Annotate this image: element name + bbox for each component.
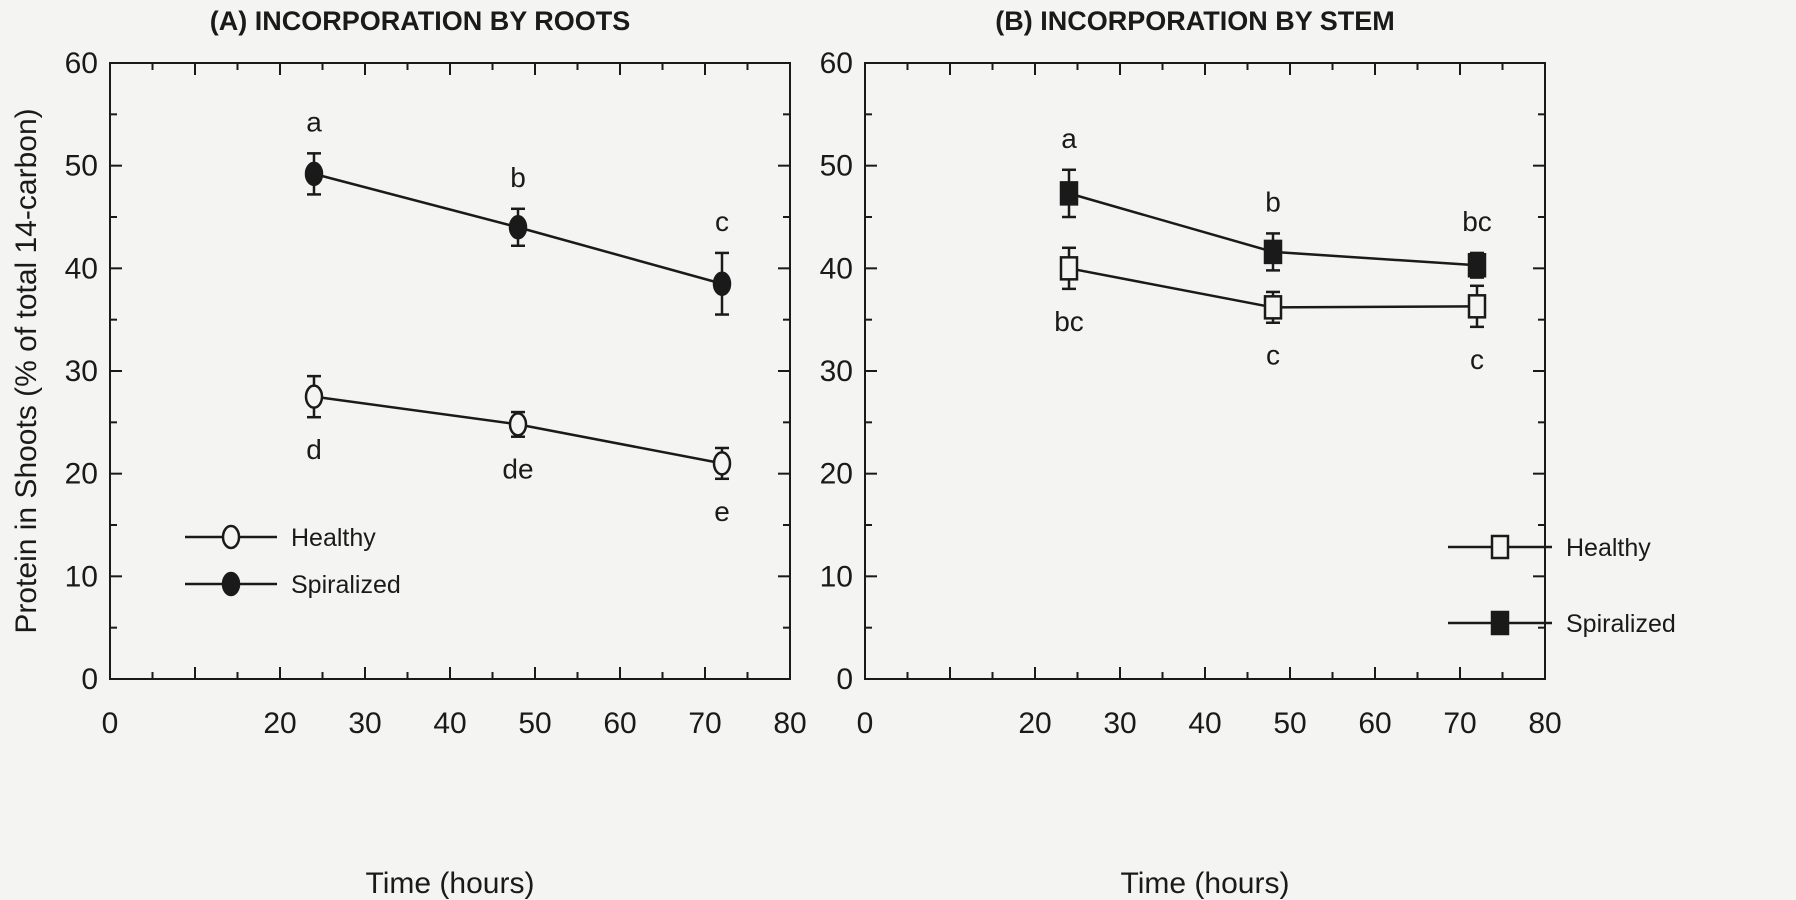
y-tick-label: 10 — [65, 560, 98, 593]
y-tick-label: 30 — [65, 355, 98, 388]
legend-entry-healthy: Healthy — [185, 524, 376, 552]
x-tick-label: 30 — [1103, 707, 1136, 740]
y-tick-label: 30 — [820, 355, 853, 388]
data-point — [508, 215, 528, 240]
legend-label: Spiralized — [1566, 610, 1676, 638]
y-axis-label: Protein in Shoots (% of total 14-carbon) — [10, 108, 43, 633]
x-tick-label: 60 — [1358, 707, 1391, 740]
x-tick-label: 80 — [773, 707, 806, 740]
significance-letter: b — [510, 162, 526, 193]
data-point — [1059, 181, 1079, 206]
significance-letter: bc — [1462, 206, 1492, 237]
y-tick-label: 60 — [820, 47, 853, 80]
data-point — [712, 451, 732, 476]
y-tick-label: 40 — [65, 252, 98, 285]
data-point — [1263, 239, 1283, 265]
significance-letter: bc — [1054, 306, 1084, 337]
panel-stem: (B) INCORPORATION BY STEM 0 10 20 30 40 50 60 0 2… — [820, 6, 1676, 900]
y-tick-label: 50 — [65, 150, 98, 183]
series-healthy: d de e — [304, 374, 732, 527]
significance-letter: c — [715, 206, 729, 237]
data-point — [712, 271, 732, 296]
significance-letter: c — [1266, 340, 1280, 371]
plot-frame — [864, 62, 1546, 680]
x-tick-label: 40 — [433, 707, 466, 740]
x-tick-label: 70 — [1443, 707, 1476, 740]
legend-entry-spiralized: Spiralized — [1448, 610, 1676, 638]
significance-letter: d — [306, 434, 322, 465]
significance-letter: b — [1265, 186, 1281, 217]
y-tick-label: 20 — [820, 458, 853, 491]
data-point — [1263, 295, 1283, 320]
legend-marker — [1490, 610, 1510, 636]
x-tick-label: 0 — [102, 707, 119, 740]
y-tick-label: 10 — [820, 560, 853, 593]
x-tick-label: 0 — [857, 707, 874, 740]
x-axis-label: Time (hours) — [1121, 867, 1290, 900]
legend-label: Healthy — [1566, 534, 1651, 562]
legend-label: Healthy — [291, 524, 376, 552]
y-tick-label: 40 — [820, 252, 853, 285]
y-tick-label: 60 — [65, 47, 98, 80]
x-axis-label: Time (hours) — [366, 867, 535, 900]
significance-letter: a — [1061, 123, 1077, 154]
significance-letter: de — [502, 454, 533, 485]
x-tick-label: 50 — [1273, 707, 1306, 740]
legend-marker — [1490, 534, 1510, 560]
plot-frame — [109, 62, 791, 680]
legend-label: Spiralized — [291, 571, 401, 599]
series-spiralized: a b bc — [1059, 123, 1492, 279]
legend-entry-spiralized: Spiralized — [185, 571, 401, 599]
data-point — [508, 412, 528, 437]
x-tick-label: 70 — [688, 707, 721, 740]
data-point — [1467, 294, 1487, 319]
x-tick-label: 20 — [1018, 707, 1051, 740]
y-tick-label: 0 — [81, 663, 98, 696]
series-spiralized: a b c — [304, 106, 732, 316]
legend-entry-healthy: Healthy — [1448, 534, 1651, 562]
x-tick-label: 80 — [1528, 707, 1561, 740]
y-tick-label: 20 — [65, 458, 98, 491]
series-healthy: bc c c — [1054, 246, 1487, 375]
data-point — [1059, 256, 1079, 281]
x-tick-label: 30 — [348, 707, 381, 740]
x-tick-label: 20 — [263, 707, 296, 740]
data-point — [1467, 253, 1487, 278]
y-tick-label: 0 — [836, 663, 853, 696]
x-tick-label: 60 — [603, 707, 636, 740]
x-tick-label: 40 — [1188, 707, 1221, 740]
data-point — [304, 384, 324, 409]
chart-title: (A) INCORPORATION BY ROOTS — [210, 6, 631, 36]
data-point — [304, 161, 324, 187]
x-tick-label: 50 — [518, 707, 551, 740]
chart-title: (B) INCORPORATION BY STEM — [995, 6, 1395, 36]
y-tick-label: 50 — [820, 150, 853, 183]
significance-letter: c — [1470, 344, 1484, 375]
significance-letter: e — [714, 496, 730, 527]
panel-roots: (A) INCORPORATION BY ROOTS 0 10 20 30 40 50 60 0… — [10, 6, 807, 900]
legend-marker — [221, 571, 241, 597]
significance-letter: a — [306, 106, 322, 137]
legend-marker — [221, 524, 241, 550]
